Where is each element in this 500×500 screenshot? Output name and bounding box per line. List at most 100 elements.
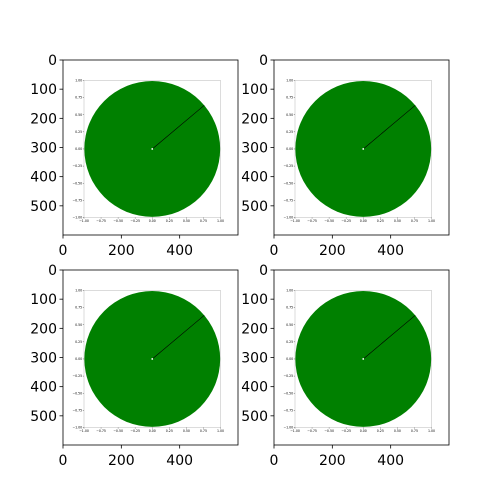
- inner-y-tick-label: −1.00: [283, 216, 293, 220]
- inner-y-tick-label: 0.25: [286, 340, 293, 344]
- y-tick-label: 500: [241, 409, 268, 425]
- y-tick-label: 0: [48, 263, 57, 279]
- inner-x-tick-label: −0.50: [113, 429, 123, 433]
- inner-x-tick-label: 0.75: [411, 429, 418, 433]
- inner-y-tick-label: 0.25: [286, 130, 293, 134]
- y-tick-label: 500: [30, 199, 57, 215]
- x-tick-label: 400: [166, 453, 193, 469]
- inner-y-tick-label: −0.50: [283, 181, 293, 185]
- inner-y-tick-label: 1.00: [75, 289, 82, 293]
- inner-y-tick-label: 0.75: [75, 96, 82, 100]
- y-tick-label: 200: [241, 111, 268, 127]
- panel-bottom-right: −1.00 −0.75 −0.50 −0.25 0.00 0.25 0.50 0.75 1.00…: [241, 263, 450, 469]
- pie-radius-line: [363, 105, 416, 150]
- inner-y-tick-label: −0.75: [72, 408, 82, 412]
- x-tick-label: 200: [319, 453, 346, 469]
- inner-x-tick-label: 0.25: [377, 219, 384, 223]
- inner-x-tick-label: −0.75: [96, 429, 106, 433]
- inner-x-tick-label: −1.00: [290, 219, 300, 223]
- inner-y-tick-label: −1.00: [72, 216, 82, 220]
- inner-y-tick-label: 0.00: [286, 147, 293, 151]
- inner-y-tick-label: 0.50: [75, 323, 82, 327]
- inner-y-tick-label: −0.50: [283, 391, 293, 395]
- inner-pie-plot: −1.00 −0.75 −0.50 −0.25 0.00 0.25 0.50 0.75 1.00…: [283, 79, 435, 224]
- pie-radius-line: [152, 315, 205, 360]
- inner-x-tick-label: 0.75: [200, 219, 207, 223]
- pie-center-dot: [151, 358, 154, 360]
- inner-x-tick-label: −1.00: [290, 429, 300, 433]
- inner-x-tick-label: 0.50: [183, 219, 190, 223]
- y-tick-label: 300: [241, 141, 268, 157]
- x-tick-label: 0: [270, 453, 279, 469]
- y-tick-label: 100: [241, 292, 268, 308]
- inner-y-tick-label: −0.75: [283, 198, 293, 202]
- x-tick-label: 400: [377, 453, 404, 469]
- y-tick-label: 0: [259, 263, 268, 279]
- inner-x-tick-label: 1.00: [217, 429, 224, 433]
- inner-x-tick-label: 1.00: [217, 219, 224, 223]
- y-tick-label: 300: [30, 141, 57, 157]
- y-tick-label: 200: [30, 111, 57, 127]
- inner-y-tick-label: −0.50: [72, 391, 82, 395]
- inner-pie-plot: −1.00 −0.75 −0.50 −0.25 0.00 0.25 0.50 0.75 1.00…: [283, 289, 435, 434]
- inner-y-tick-label: −0.25: [283, 164, 293, 168]
- x-tick-label: 400: [166, 243, 193, 259]
- inner-x-tick-label: 0.75: [200, 429, 207, 433]
- x-tick-label: 400: [377, 243, 404, 259]
- y-tick-label: 300: [30, 351, 57, 367]
- y-tick-label: 500: [30, 409, 57, 425]
- y-tick-label: 200: [241, 321, 268, 337]
- inner-x-tick-label: −0.75: [307, 429, 317, 433]
- inner-x-tick-label: −1.00: [79, 429, 89, 433]
- panel-top-right: −1.00 −0.75 −0.50 −0.25 0.00 0.25 0.50 0.75 1.00…: [241, 53, 450, 259]
- inner-y-tick-label: 0.25: [75, 130, 82, 134]
- inner-x-tick-label: 0.00: [360, 429, 367, 433]
- x-tick-label: 0: [270, 243, 279, 259]
- inner-x-tick-label: −0.25: [130, 429, 140, 433]
- x-tick-label: 200: [108, 453, 135, 469]
- inner-x-tick-label: 0.00: [360, 219, 367, 223]
- inner-y-tick-label: −0.25: [72, 164, 82, 168]
- inner-x-tick-label: −0.75: [96, 219, 106, 223]
- y-tick-label: 500: [241, 199, 268, 215]
- inner-x-tick-label: 0.50: [394, 219, 401, 223]
- inner-y-tick-label: 0.25: [75, 340, 82, 344]
- inner-x-tick-label: −0.25: [341, 429, 351, 433]
- y-tick-label: 200: [30, 321, 57, 337]
- inner-x-tick-label: 0.25: [377, 429, 384, 433]
- panel-bottom-left: −1.00 −0.75 −0.50 −0.25 0.00 0.25 0.50 0.75 1.00…: [30, 263, 239, 469]
- y-tick-label: 400: [30, 380, 57, 396]
- inner-x-tick-label: 1.00: [428, 219, 435, 223]
- inner-y-tick-label: 1.00: [286, 289, 293, 293]
- inner-pie-plot: −1.00 −0.75 −0.50 −0.25 0.00 0.25 0.50 0.75 1.00…: [72, 79, 224, 224]
- inner-y-tick-label: −0.25: [283, 374, 293, 378]
- y-tick-label: 300: [241, 351, 268, 367]
- y-tick-label: 0: [48, 53, 57, 69]
- y-tick-label: 0: [259, 53, 268, 69]
- inner-x-tick-label: −0.75: [307, 219, 317, 223]
- inner-y-tick-label: −0.75: [72, 198, 82, 202]
- inner-y-tick-label: −0.75: [283, 408, 293, 412]
- inner-x-tick-label: 0.50: [394, 429, 401, 433]
- inner-y-tick-label: 0.00: [75, 147, 82, 151]
- y-tick-label: 100: [30, 82, 57, 98]
- inner-x-tick-label: −1.00: [79, 219, 89, 223]
- pie-center-dot: [362, 358, 365, 360]
- inner-y-tick-label: 0.75: [286, 96, 293, 100]
- inner-x-tick-label: 0.25: [166, 219, 173, 223]
- inner-y-tick-label: −0.50: [72, 181, 82, 185]
- inner-pie-plot: −1.00 −0.75 −0.50 −0.25 0.00 0.25 0.50 0.75 1.00…: [72, 289, 224, 434]
- inner-x-tick-label: −0.50: [324, 429, 334, 433]
- pie-radius-line: [152, 105, 205, 150]
- inner-y-tick-label: −1.00: [283, 426, 293, 430]
- x-tick-label: 200: [319, 243, 346, 259]
- inner-y-tick-label: 0.50: [286, 323, 293, 327]
- inner-y-tick-label: 1.00: [75, 79, 82, 83]
- inner-y-tick-label: 1.00: [286, 79, 293, 83]
- inner-y-tick-label: 0.00: [75, 357, 82, 361]
- y-tick-label: 400: [241, 170, 268, 186]
- inner-x-tick-label: 0.50: [183, 429, 190, 433]
- inner-x-tick-label: −0.25: [341, 219, 351, 223]
- x-tick-label: 200: [108, 243, 135, 259]
